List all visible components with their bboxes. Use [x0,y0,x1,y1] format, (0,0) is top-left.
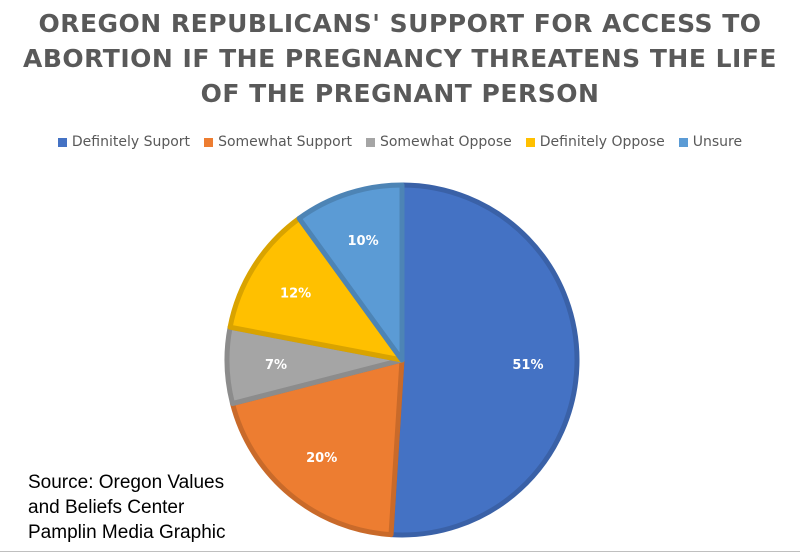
chart-title-line-3: OF THE PREGNANT PERSON [200,79,600,108]
pie-slice-4 [227,215,405,363]
legend-swatch [525,137,535,147]
chart-title: OREGON REPUBLICANS' SUPPORT FOR ACCESS T… [0,6,800,111]
legend-item-4: Definitely Oppose [525,134,665,150]
pie-slice-5 [296,182,405,363]
legend-label: Definitely Suport [71,134,191,150]
data-label-1: 51% [512,358,543,373]
chart-legend: Definitely Suport Somewhat Support Somewha… [0,134,800,150]
data-label-4: 12% [280,286,311,301]
data-label-5: 10% [348,234,379,249]
data-label-3: 7% [265,358,287,373]
legend-swatch [365,137,375,147]
pie-slice-1 [388,182,580,538]
chart-title-line-2: ABORTION IF THE PREGNANCY THREATENS THE … [23,44,777,73]
legend-item-3: Somewhat Oppose [365,134,512,150]
legend-label: Somewhat Support [218,134,352,150]
pie-slice-2 [229,357,405,538]
source-line-1: Source: Oregon Values [28,472,225,493]
legend-swatch [204,137,214,147]
legend-item-2: Somewhat Support [204,134,352,150]
bottom-divider [0,551,800,552]
data-label-2: 20% [306,451,337,466]
legend-swatch [57,137,67,147]
source-line-3: Pamplin Media Graphic [28,522,226,543]
legend-item-5: Unsure [678,134,743,150]
chart-title-line-1: OREGON REPUBLICANS' SUPPORT FOR ACCESS T… [38,9,762,38]
legend-swatch [678,137,688,147]
legend-label: Somewhat Oppose [379,134,512,150]
source-line-2: and Beliefs Center [28,497,185,518]
legend-item-1: Definitely Suport [57,134,191,150]
legend-label: Unsure [692,134,743,150]
source-credit: Source: Oregon Values and Beliefs Center… [28,470,225,545]
legend-label: Definitely Oppose [539,134,665,150]
